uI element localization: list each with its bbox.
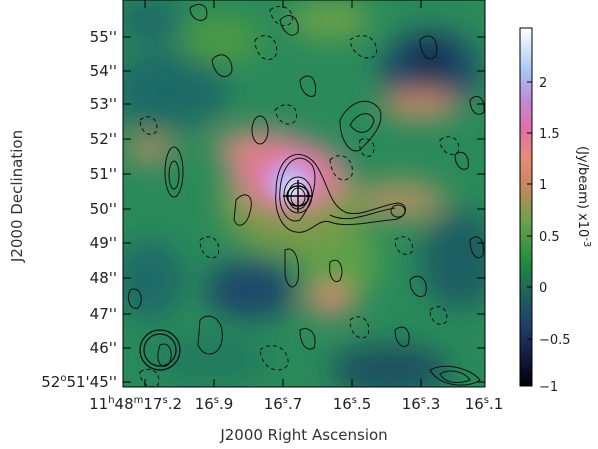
y-tick-label: 48'' — [90, 269, 117, 287]
negative-contour-lines — [139, 6, 460, 387]
x-tick-label-origin: 11h48m17s.2 — [89, 395, 182, 413]
source-marker-crosshair — [283, 180, 313, 212]
x-tick-label: 16s.9 — [195, 395, 234, 413]
colorbar-gradient — [519, 27, 533, 387]
x-tick-label: 16s.1 — [465, 395, 504, 413]
y-axis-title: J2000 Declination — [8, 130, 26, 263]
x-tick-label: 16s.5 — [333, 395, 372, 413]
y-tick-label: 53'' — [90, 95, 117, 113]
y-origin-label: 52o51'45'' — [41, 373, 117, 391]
x-tick-label: 16s.7 — [264, 395, 303, 413]
y-tick-label: 55'' — [90, 28, 117, 46]
y-tick-label: 51'' — [90, 165, 117, 183]
sky-intensity-map — [123, 0, 485, 387]
colorbar-tick-label: 0.5 — [539, 230, 560, 245]
contour-lines — [127, 3, 485, 386]
colorbar-tick-label: 1 — [539, 178, 547, 193]
y-tick-label: 49'' — [90, 234, 117, 252]
y-tick-labels: 55'' 54'' 53'' 52'' 51'' 50'' 49'' 48'' … — [41, 28, 117, 391]
x-axis-title: J2000 Right Ascension — [219, 426, 387, 444]
colorbar-tick-label: −1 — [539, 380, 558, 395]
y-tick-marks — [123, 36, 485, 383]
colorbar-title: (Jy/beam) x10-3 — [575, 146, 592, 247]
colorbar-tick-label: 2 — [539, 76, 547, 91]
y-tick-label: 54'' — [90, 62, 117, 80]
colorbar-tick-label: −0.5 — [539, 333, 571, 348]
x-tick-labels: 11h48m17s.2 16s.9 16s.7 16s.5 16s.3 16s.… — [89, 395, 503, 413]
map-frame — [122, 0, 486, 388]
beam-ellipse — [139, 329, 181, 371]
x-tick-marks — [144, 0, 422, 387]
colorbar-tick-label: 0 — [539, 281, 547, 296]
y-tick-label: 47'' — [90, 305, 117, 323]
y-tick-label: 52'' — [90, 130, 117, 148]
colorbar-tick-label: 1.5 — [539, 127, 560, 142]
y-tick-label: 46'' — [90, 339, 117, 357]
y-tick-label: 50'' — [90, 200, 117, 218]
colorbar: 2 1.5 1 0.5 0 −0.5 −1 (Jy/beam) x10-3 — [519, 27, 592, 395]
x-tick-label: 16s.3 — [402, 395, 441, 413]
